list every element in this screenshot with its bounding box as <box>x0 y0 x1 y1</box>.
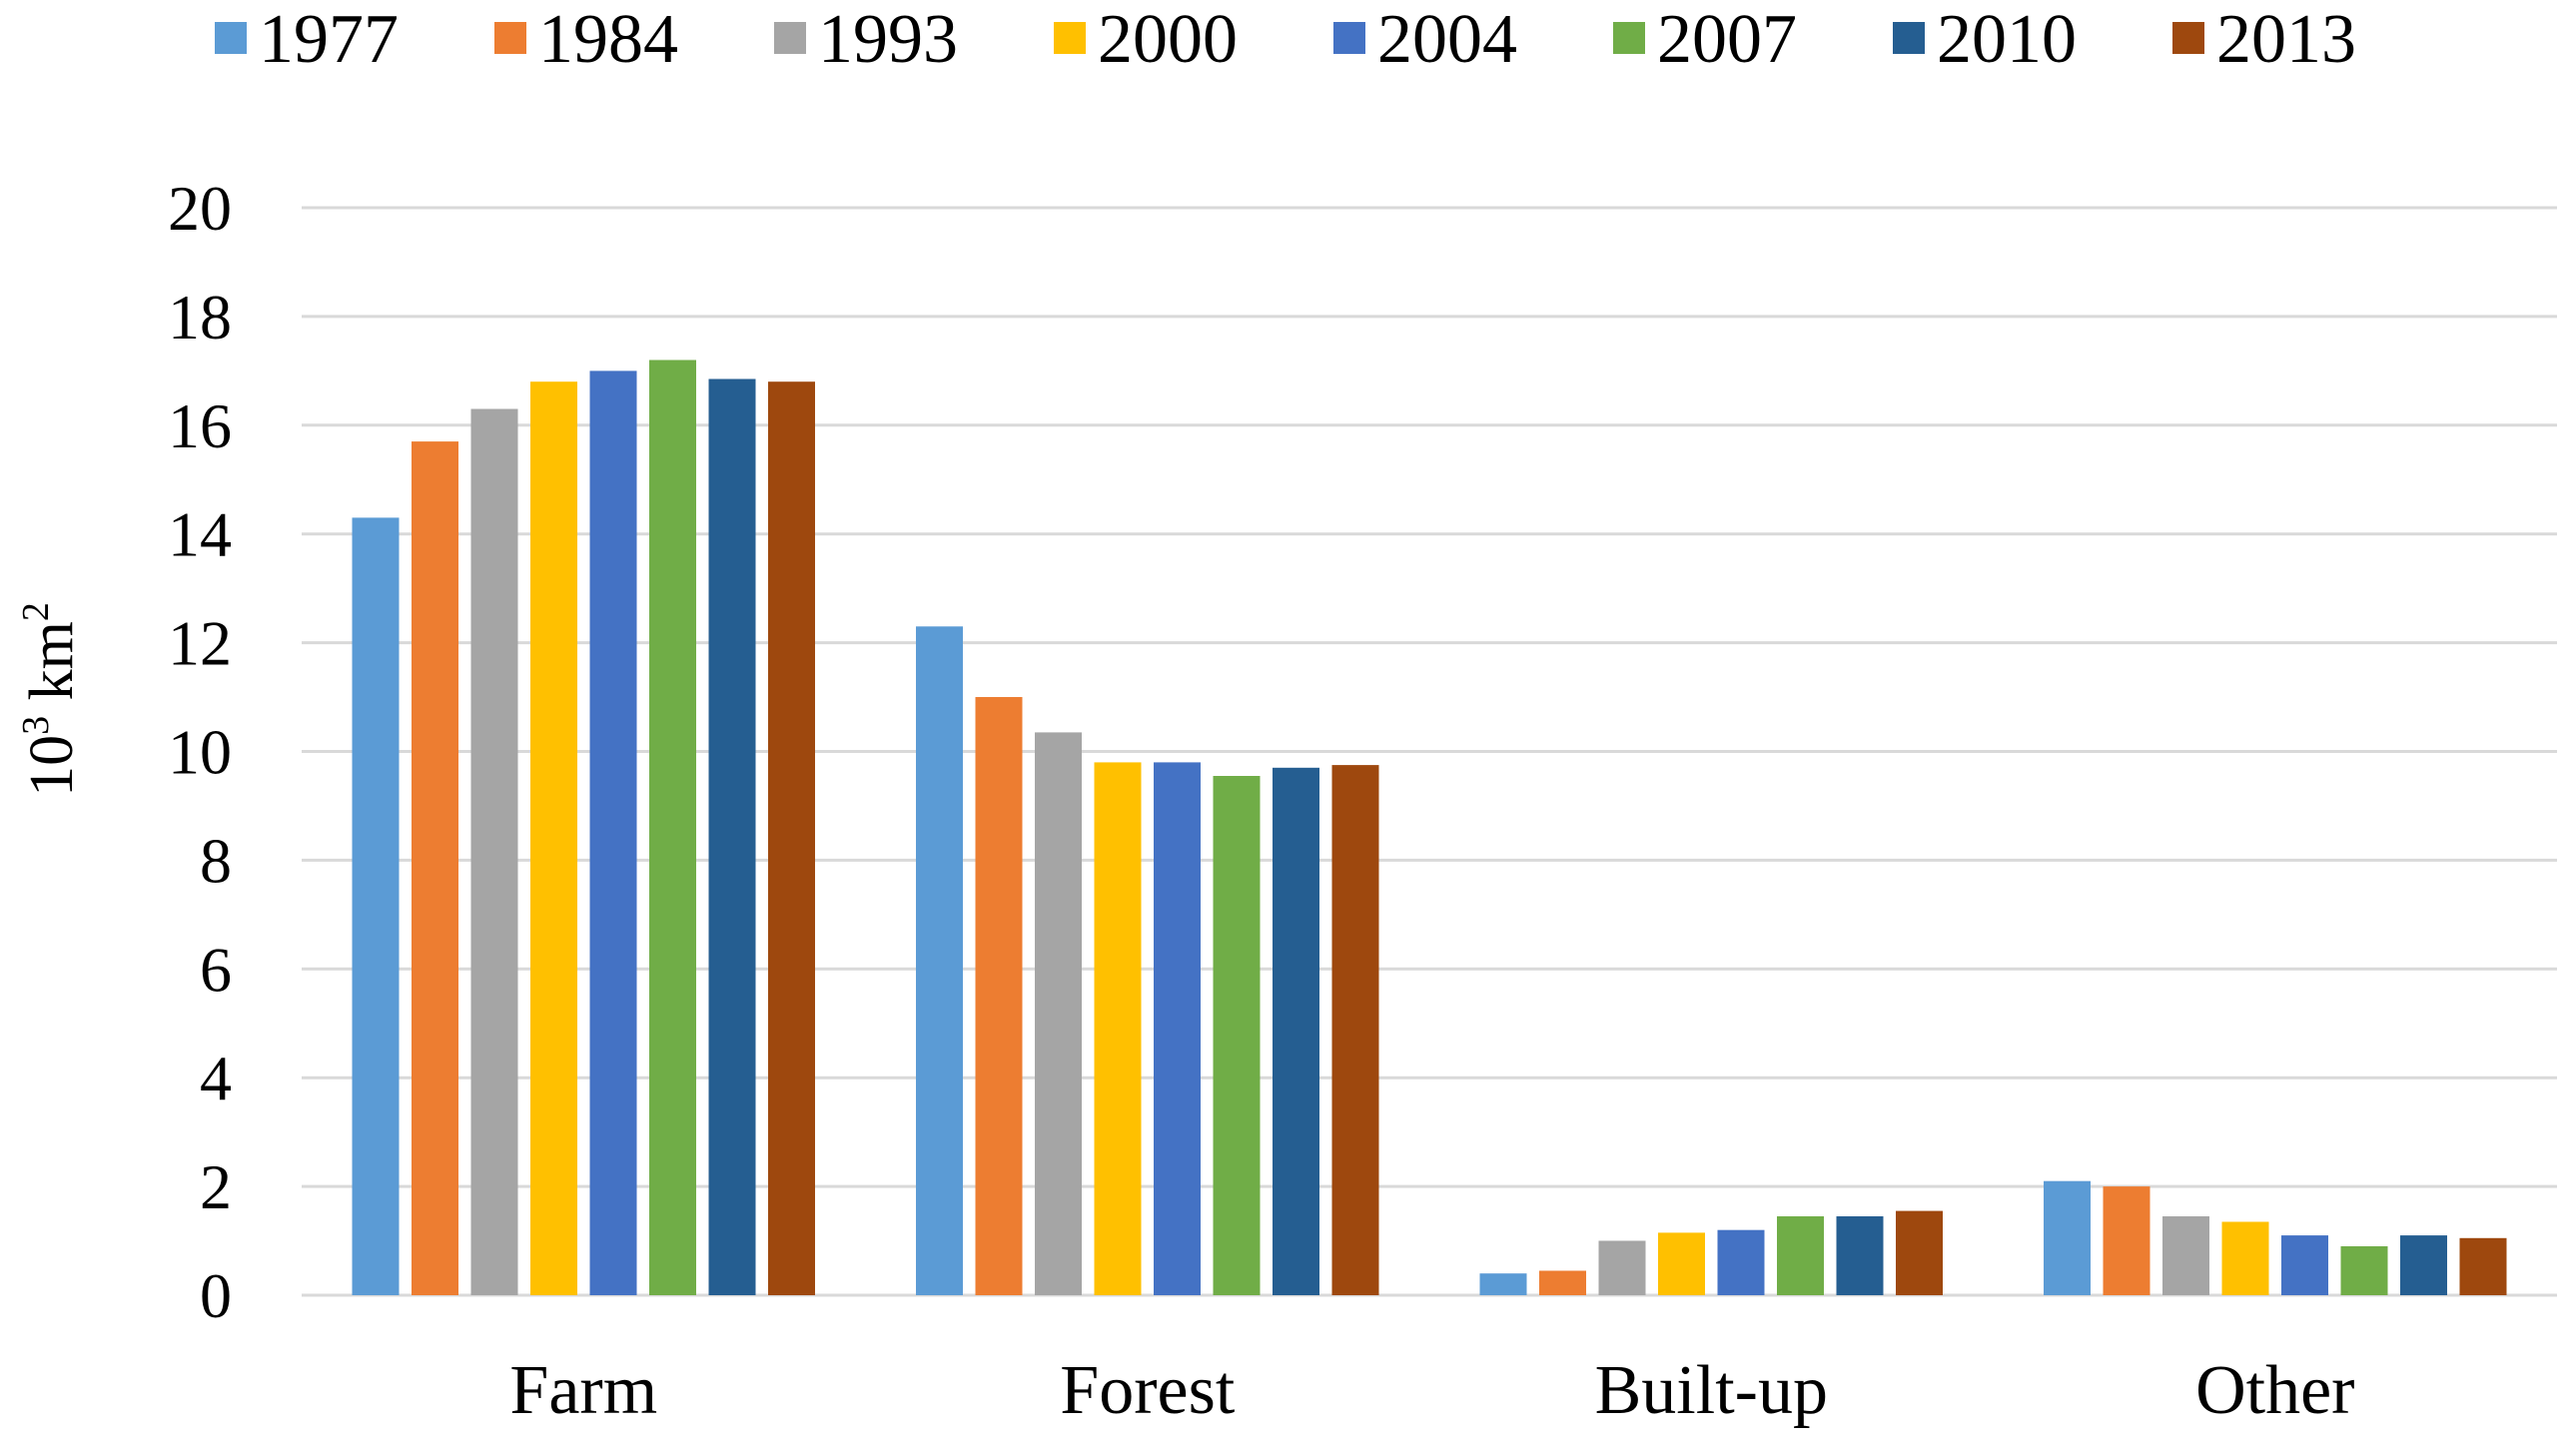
legend-label: 2004 <box>1377 1 1517 78</box>
bar-other-2007 <box>2340 1246 2388 1295</box>
x-axis-categories: Farm Forest Built-up Other <box>509 1352 2354 1429</box>
x-category-label: Built-up <box>1595 1352 1828 1429</box>
bar-built-up-2013 <box>1896 1210 1943 1295</box>
bar-other-2013 <box>2459 1237 2507 1295</box>
bar-built-up-2004 <box>1717 1229 1765 1295</box>
y-tick-label: 10 <box>168 717 232 788</box>
legend-label: 2013 <box>2216 1 2356 78</box>
y-tick-label: 8 <box>200 825 232 896</box>
bar-forest-2007 <box>1213 776 1261 1295</box>
legend-label: 2010 <box>1937 1 2077 78</box>
bar-farm-2007 <box>649 360 696 1295</box>
x-category-label: Other <box>2195 1352 2354 1429</box>
bar-built-up-1977 <box>1479 1273 1527 1295</box>
legend-item-2000: 2000 <box>1054 1 1238 78</box>
y-axis-label: 103 km2 <box>15 602 86 797</box>
legend-item-1984: 1984 <box>494 1 678 78</box>
gridlines <box>302 206 2557 1297</box>
bar-built-up-1993 <box>1598 1240 1646 1295</box>
legend-swatch <box>1333 22 1365 54</box>
legend-label: 1977 <box>259 1 399 78</box>
legend-label: 2000 <box>1098 1 1238 78</box>
x-category-label: Forest <box>1060 1352 1236 1429</box>
y-tick-label: 4 <box>200 1043 232 1113</box>
bar-farm-1984 <box>412 441 458 1296</box>
legend-item-1977: 1977 <box>215 1 399 78</box>
legend-label: 1984 <box>538 1 678 78</box>
bar-farm-2013 <box>768 381 815 1295</box>
bar-farm-1993 <box>470 408 518 1295</box>
y-axis-ticks: 0 2 4 6 8 10 12 14 16 18 20 <box>168 173 232 1331</box>
bar-farm-2004 <box>589 370 637 1295</box>
legend-swatch <box>1613 22 1645 54</box>
legend-swatch <box>494 22 526 54</box>
bar-other-2004 <box>2281 1235 2328 1295</box>
y-axis-label-unit: km <box>18 621 86 716</box>
bar-farm-1977 <box>352 517 400 1295</box>
bar-forest-1993 <box>1035 732 1082 1295</box>
y-tick-label: 2 <box>200 1151 232 1222</box>
legend-item-2004: 2004 <box>1333 1 1517 78</box>
y-tick-label: 12 <box>168 608 232 679</box>
bars <box>352 360 2507 1296</box>
y-tick-label: 16 <box>168 390 232 461</box>
legend-item-2010: 2010 <box>1893 1 2077 78</box>
bar-farm-2000 <box>530 381 577 1295</box>
y-axis-label-unit-superscript: 2 <box>15 602 57 621</box>
bar-other-1993 <box>2162 1216 2209 1295</box>
bar-built-up-1984 <box>1539 1270 1586 1295</box>
legend-swatch <box>2172 22 2204 54</box>
bar-forest-2013 <box>1331 765 1379 1295</box>
bar-built-up-2010 <box>1836 1216 1884 1295</box>
y-tick-label: 0 <box>200 1260 232 1331</box>
y-axis-label-base: 10 <box>18 735 86 797</box>
bar-farm-2010 <box>708 378 756 1295</box>
bar-other-2000 <box>2221 1221 2269 1295</box>
bar-forest-2010 <box>1273 767 1319 1295</box>
legend-item-2007: 2007 <box>1613 1 1797 78</box>
bar-forest-2004 <box>1154 762 1201 1295</box>
legend-swatch <box>215 22 247 54</box>
bar-built-up-2000 <box>1658 1232 1705 1295</box>
bar-other-1984 <box>2103 1186 2150 1295</box>
bar-forest-1977 <box>916 626 963 1295</box>
legend-item-2013: 2013 <box>2172 1 2356 78</box>
bar-other-1977 <box>2044 1180 2091 1295</box>
legend-swatch <box>774 22 806 54</box>
bar-forest-1984 <box>975 697 1023 1295</box>
legend: 1977 1984 1993 2000 2004 2007 2010 2013 <box>215 1 2356 78</box>
bar-built-up-2007 <box>1777 1216 1824 1295</box>
y-tick-label: 6 <box>200 934 232 1005</box>
y-axis-label-base-superscript: 3 <box>15 716 57 735</box>
legend-swatch <box>1054 22 1086 54</box>
x-category-label: Farm <box>509 1352 657 1429</box>
y-tick-label: 20 <box>168 173 232 244</box>
legend-item-1993: 1993 <box>774 1 958 78</box>
legend-label: 2007 <box>1657 1 1797 78</box>
legend-swatch <box>1893 22 1925 54</box>
legend-label: 1993 <box>818 1 958 78</box>
y-tick-label: 14 <box>168 499 232 570</box>
bar-other-2010 <box>2400 1235 2447 1295</box>
y-tick-label: 18 <box>168 282 232 353</box>
bar-forest-2000 <box>1094 762 1142 1295</box>
